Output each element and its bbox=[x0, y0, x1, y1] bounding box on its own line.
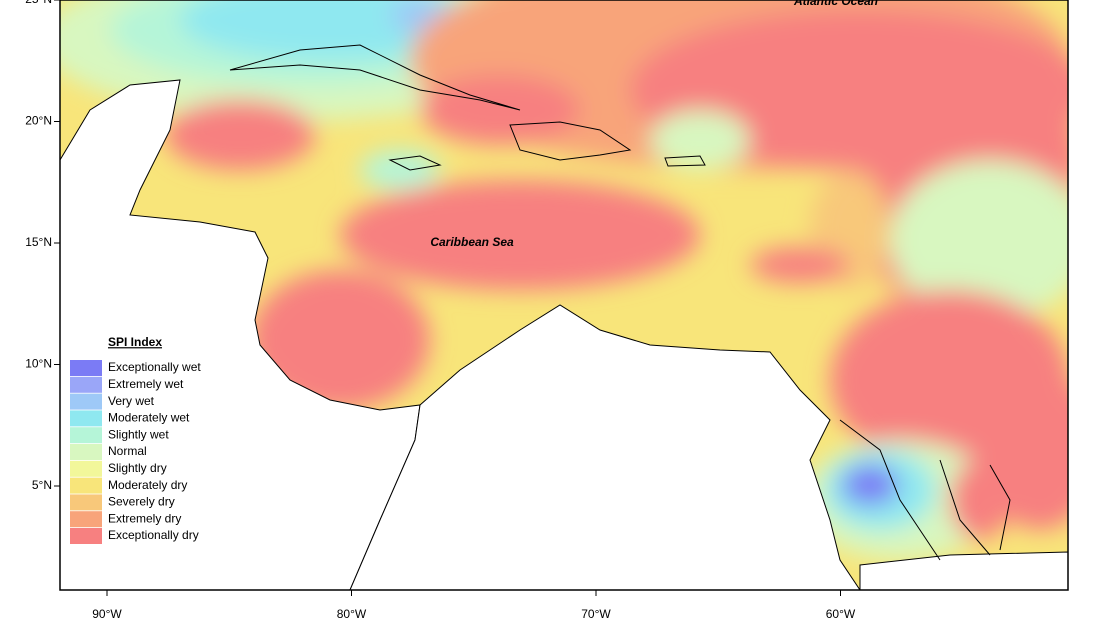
frame bbox=[59, 0, 1069, 591]
legend-label: Slightly dry bbox=[108, 461, 167, 475]
lon-label: 80°W bbox=[337, 607, 367, 621]
legend: Exceptionally wet Extremely wet Very wet Mo… bbox=[70, 360, 201, 544]
lon-label: 60°W bbox=[826, 607, 856, 621]
legend-swatch bbox=[70, 528, 102, 544]
ocean-label: Atlantic Ocean bbox=[793, 0, 878, 8]
guiana-borders bbox=[839, 419, 1011, 561]
lat-label: 10°N bbox=[25, 357, 52, 371]
legend-title: SPI Index bbox=[108, 335, 162, 349]
legend-swatch bbox=[70, 477, 102, 494]
legend-label: Very wet bbox=[108, 394, 155, 408]
legend-swatch bbox=[70, 410, 102, 427]
lat-label: 5°N bbox=[32, 478, 52, 492]
lat-label: 25°N bbox=[25, 0, 52, 6]
legend-label: Extremely wet bbox=[108, 377, 184, 391]
puerto-rico bbox=[664, 155, 706, 167]
cuba bbox=[229, 44, 521, 111]
jamaica bbox=[388, 155, 442, 171]
sea-label: Caribbean Sea bbox=[430, 235, 514, 249]
legend-label: Slightly wet bbox=[108, 427, 169, 441]
map-area bbox=[60, 0, 1068, 590]
lon-label: 90°W bbox=[92, 607, 122, 621]
hispaniola bbox=[509, 121, 632, 161]
south-america-east bbox=[859, 551, 1068, 590]
lat-label: 15°N bbox=[25, 235, 52, 249]
graticule: 25°N 20°N 15°N 10°N 5°N 90°W 80°W 70°W 60°W bbox=[25, 0, 856, 621]
legend-label: Moderately dry bbox=[108, 478, 187, 492]
legend-swatch bbox=[70, 511, 102, 528]
legend-swatch bbox=[70, 393, 102, 410]
legend-label: Exceptionally wet bbox=[108, 360, 201, 374]
spi-field bbox=[60, 0, 1068, 560]
lon-label: 70°W bbox=[581, 607, 611, 621]
legend-label: Severely dry bbox=[108, 495, 175, 509]
legend-label: Normal bbox=[108, 444, 147, 458]
legend-swatch bbox=[70, 444, 102, 460]
lat-label: 20°N bbox=[25, 114, 52, 128]
legend-swatch bbox=[70, 360, 102, 376]
legend-swatch bbox=[70, 427, 102, 444]
legend-swatch bbox=[70, 376, 102, 393]
south-america bbox=[349, 304, 861, 590]
legend-swatch bbox=[70, 494, 102, 511]
legend-label: Exceptionally dry bbox=[108, 528, 199, 542]
legend-label: Extremely dry bbox=[108, 511, 181, 525]
legend-label: Moderately wet bbox=[108, 411, 190, 425]
legend-swatch bbox=[70, 460, 102, 477]
